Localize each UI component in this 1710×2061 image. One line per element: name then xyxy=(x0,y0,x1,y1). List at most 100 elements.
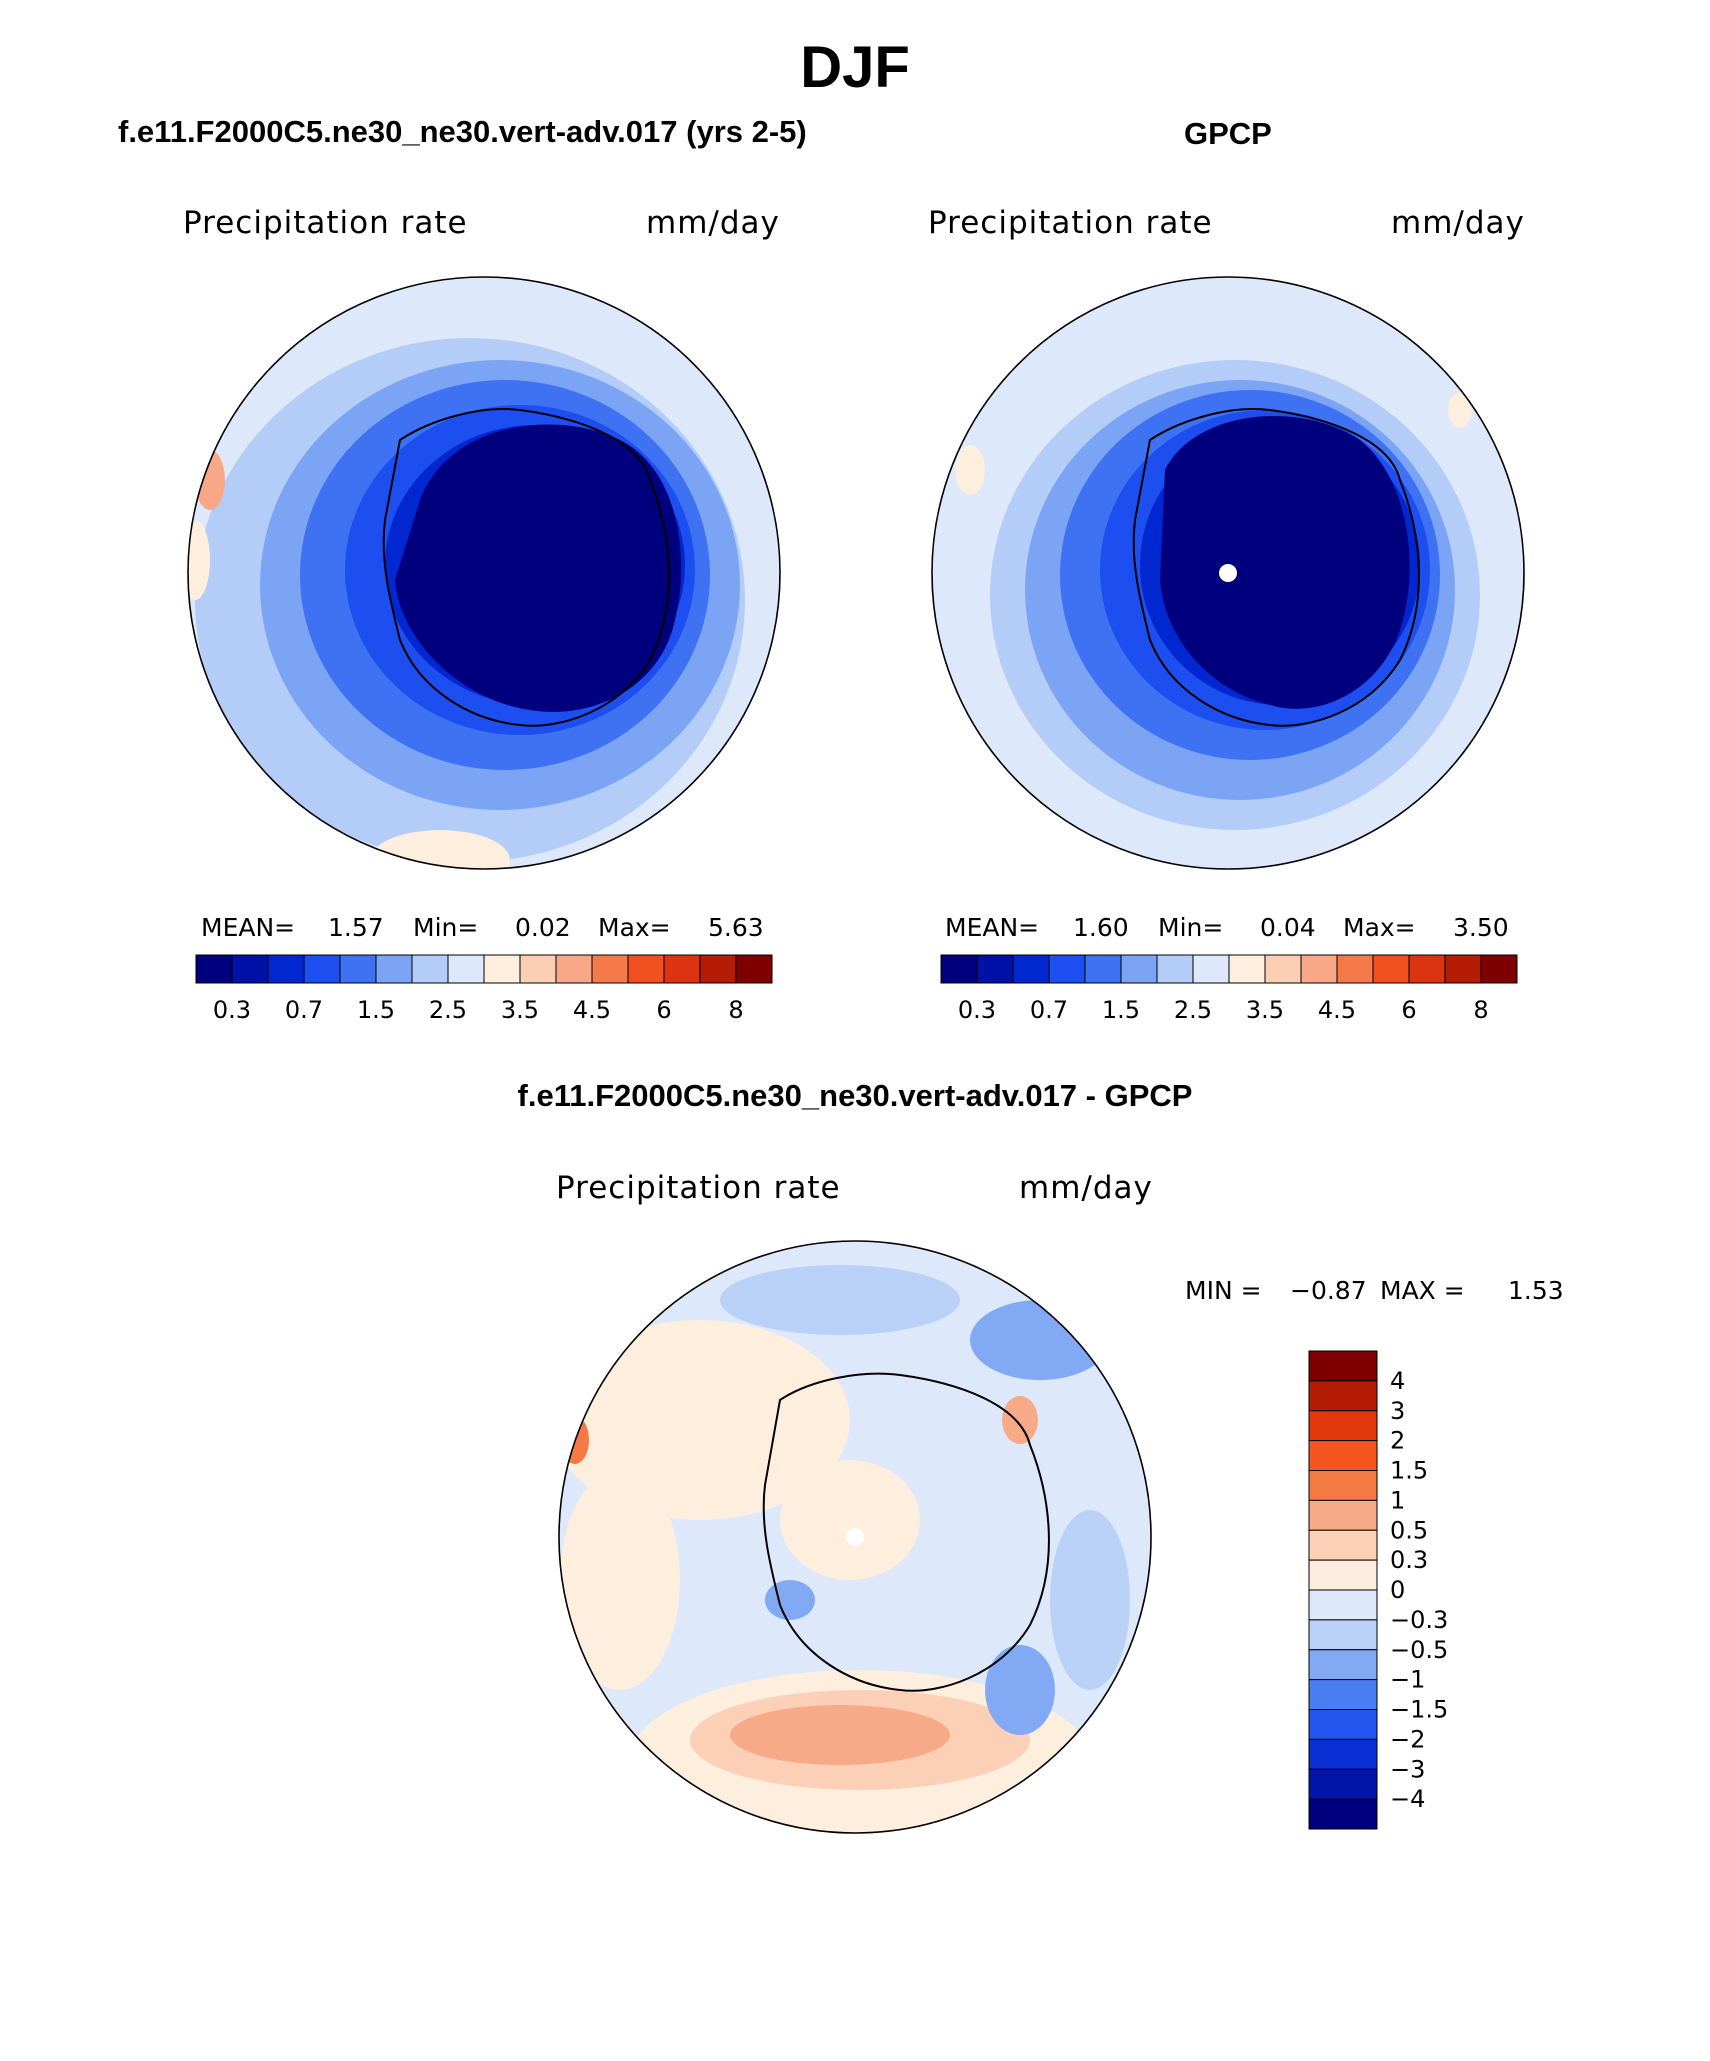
colorbar-tick-label-diff: 3 xyxy=(1390,1397,1405,1425)
panel-heading-diff: f.e11.F2000C5.ne30_ne30.vert-adv.017 - G… xyxy=(517,1078,1193,1113)
colorbar-tick-label-model: 4.5 xyxy=(573,996,611,1024)
colorbar-tick-label-model: 0.7 xyxy=(285,996,323,1024)
stat-max-diff: 1.53 xyxy=(1508,1276,1564,1305)
colorbar-tick-label-diff: 0.5 xyxy=(1390,1516,1428,1544)
stat-min-label-model: Min= xyxy=(413,913,479,942)
colorbar-swatch-model xyxy=(447,954,485,984)
stat-mean-label-obs: MEAN= xyxy=(945,913,1040,942)
stat-max-obs: 3.50 xyxy=(1453,913,1509,942)
stat-max-label-diff: MAX = xyxy=(1380,1276,1465,1305)
colorbar-swatch-diff xyxy=(1308,1470,1378,1501)
colorbar-tick-label-diff: −0.3 xyxy=(1390,1606,1448,1634)
colorbar-swatch-model xyxy=(663,954,701,984)
colorbar-tick-label-model: 0.3 xyxy=(213,996,251,1024)
antarctica-coastline-obs xyxy=(1132,408,1420,727)
colorbar-swatch-obs xyxy=(976,954,1014,984)
colorbar-swatch-obs xyxy=(1156,954,1194,984)
colorbar-tick-label-obs: 1.5 xyxy=(1102,996,1140,1024)
variable-label-obs: Precipitation rate xyxy=(928,205,1213,241)
colorbar-tick-label-obs: 2.5 xyxy=(1174,996,1212,1024)
colorbar-swatch-model xyxy=(267,954,305,984)
colorbar-tick-label-diff: 0.3 xyxy=(1390,1546,1428,1574)
pole-marker-obs xyxy=(1219,564,1237,582)
colorbar-tick-label-diff: 0 xyxy=(1390,1576,1405,1604)
colorbar-tick-label-diff: −4 xyxy=(1390,1785,1425,1813)
colorbar-swatch-diff xyxy=(1308,1559,1378,1591)
stat-mean-obs: 1.60 xyxy=(1073,913,1129,942)
colorbar-swatch-obs xyxy=(1012,954,1050,984)
colorbar-tick-label-diff: −3 xyxy=(1390,1755,1425,1783)
colorbar-tick-label-obs: 0.7 xyxy=(1030,996,1068,1024)
colorbar-tick-label-model: 3.5 xyxy=(501,996,539,1024)
colorbar-tick-label-diff: −1 xyxy=(1390,1666,1425,1694)
stat-min-obs: 0.04 xyxy=(1260,913,1316,942)
variable-label-model: Precipitation rate xyxy=(183,205,468,241)
antarctica-coastline-diff xyxy=(762,1372,1050,1692)
colorbar-swatch-model xyxy=(519,954,557,984)
stat-max-label-model: Max= xyxy=(598,913,671,942)
colorbar-tick-label-obs: 6 xyxy=(1401,996,1416,1024)
stat-min-label-diff: MIN = xyxy=(1185,1276,1262,1305)
colorbar-tick-label-diff: 1.5 xyxy=(1390,1457,1428,1485)
colorbar-swatch-model xyxy=(591,954,629,984)
colorbar-swatch-model xyxy=(339,954,377,984)
colorbar-tick-label-obs: 0.3 xyxy=(958,996,996,1024)
colorbar-swatch-model xyxy=(411,954,449,984)
colorbar-swatch-diff xyxy=(1308,1679,1378,1710)
colorbar-swatch-diff xyxy=(1308,1380,1378,1412)
colorbar-swatch-obs xyxy=(1444,954,1482,984)
colorbar-swatch-model xyxy=(483,954,521,984)
colorbar-tick-label-diff: −2 xyxy=(1390,1725,1425,1753)
stat-max-label-obs: Max= xyxy=(1343,913,1416,942)
colorbar-tick-label-obs: 8 xyxy=(1473,996,1488,1024)
colorbar-swatch-obs xyxy=(1408,954,1446,984)
colorbar-tick-label-diff: −1.5 xyxy=(1390,1696,1448,1724)
colorbar-swatch-obs xyxy=(1120,954,1158,984)
map-boundary-obs xyxy=(931,276,1525,870)
colorbar-tick-label-diff: 1 xyxy=(1390,1486,1405,1514)
pole-marker-diff xyxy=(846,1528,864,1546)
colorbar-swatch-diff xyxy=(1308,1619,1378,1651)
colorbar-swatch-model xyxy=(231,954,269,984)
colorbar-diff: 4 3 2 1.5 1 0.5 0.3 0 −0.3 −0.5 −1 −1.5 −2 −3 −4 xyxy=(1308,1350,1468,1845)
colorbar-tick-label-model: 2.5 xyxy=(429,996,467,1024)
colorbar-tick-label-model: 8 xyxy=(728,996,743,1024)
colorbar-swatch-obs xyxy=(1084,954,1122,984)
stat-min-diff: −0.87 xyxy=(1290,1276,1367,1305)
colorbar-swatch-obs xyxy=(1480,954,1518,984)
colorbar-swatch-model xyxy=(627,954,665,984)
colorbar-swatch-diff xyxy=(1308,1709,1378,1740)
colorbar-swatch-model xyxy=(303,954,341,984)
colorbar-swatch-diff xyxy=(1308,1350,1378,1382)
colorbar-swatch-diff xyxy=(1308,1768,1378,1800)
antarctica-coastline-model xyxy=(382,408,670,727)
colorbar-swatch-diff xyxy=(1308,1410,1378,1442)
colorbar-tick-label-model: 1.5 xyxy=(357,996,395,1024)
colorbar-swatch-obs xyxy=(1336,954,1374,984)
stat-mean-label-model: MEAN= xyxy=(201,913,296,942)
colorbar-swatch-diff xyxy=(1308,1738,1378,1770)
colorbar-swatch-obs xyxy=(1228,954,1266,984)
colorbar-swatch-obs xyxy=(940,954,978,984)
colorbar-tick-label-model: 6 xyxy=(656,996,671,1024)
polar-map-obs xyxy=(932,277,1524,869)
colorbar-swatch-model xyxy=(735,954,773,984)
colorbar-model: 0.3 0.7 1.5 2.5 3.5 4.5 6 8 xyxy=(195,954,773,1034)
units-label-model: mm/day xyxy=(646,205,780,241)
colorbar-obs: 0.3 0.7 1.5 2.5 3.5 4.5 6 8 xyxy=(940,954,1518,1034)
map-boundary-diff xyxy=(558,1240,1152,1834)
colorbar-swatch-obs xyxy=(1300,954,1338,984)
colorbar-tick-label-obs: 4.5 xyxy=(1318,996,1356,1024)
stat-min-label-obs: Min= xyxy=(1158,913,1224,942)
colorbar-swatch-diff xyxy=(1308,1649,1378,1681)
colorbar-tick-label-obs: 3.5 xyxy=(1246,996,1284,1024)
colorbar-swatch-model xyxy=(555,954,593,984)
stat-mean-model: 1.57 xyxy=(328,913,384,942)
panel-heading-model: f.e11.F2000C5.ne30_ne30.vert-adv.017 (yr… xyxy=(118,114,807,149)
colorbar-swatch-diff xyxy=(1308,1798,1378,1830)
colorbar-swatch-obs xyxy=(1264,954,1302,984)
colorbar-swatch-diff xyxy=(1308,1440,1378,1471)
colorbar-swatch-diff xyxy=(1308,1499,1378,1531)
map-boundary-model xyxy=(187,276,781,870)
